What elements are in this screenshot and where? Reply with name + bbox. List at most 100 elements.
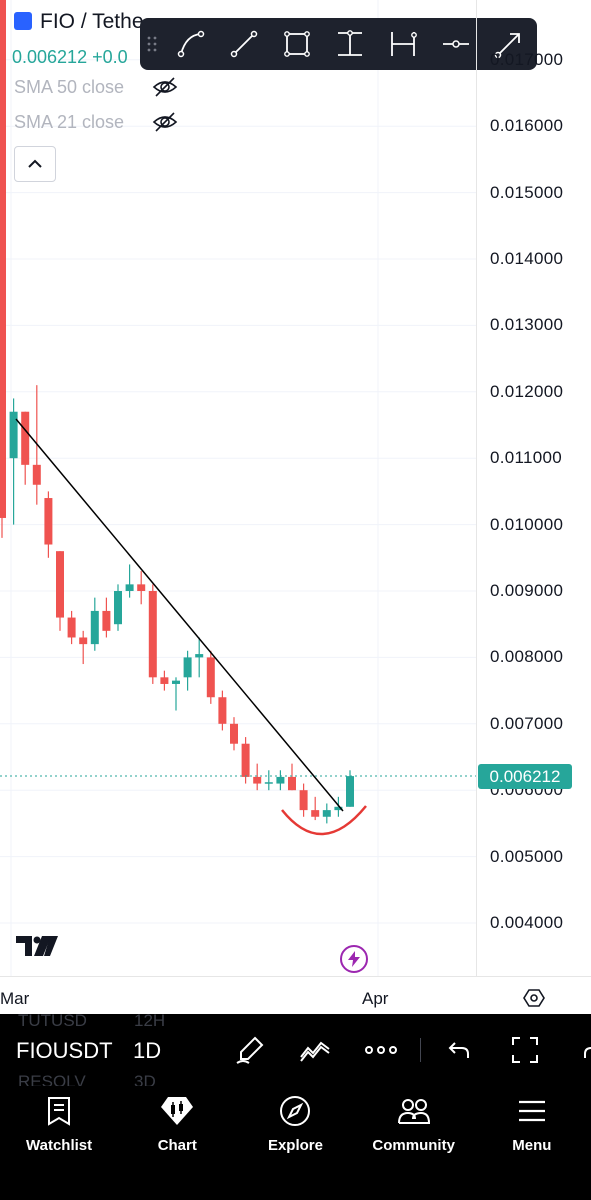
trend-line-drawing[interactable] <box>15 418 344 812</box>
fullscreen-icon <box>512 1037 538 1063</box>
tradingview-logo-icon <box>16 936 58 956</box>
nav-explore[interactable]: Explore <box>236 1086 354 1200</box>
nav-watchlist[interactable]: Watchlist <box>0 1086 118 1200</box>
candle <box>276 770 285 791</box>
drawing-tools-button[interactable] <box>232 1032 268 1068</box>
curve-tool[interactable] <box>164 18 217 70</box>
interval-selector[interactable]: 1D <box>133 1038 162 1063</box>
ghost-interval-bottom: 3D <box>134 1072 156 1086</box>
alerts-bolt-button[interactable] <box>340 945 368 973</box>
arrow-tool[interactable] <box>482 18 535 70</box>
candle-body <box>172 680 180 684</box>
candle-body <box>195 654 204 658</box>
candle-body <box>148 591 157 678</box>
candle <box>253 763 262 791</box>
time-label-mar: Mar <box>0 989 30 1008</box>
candle <box>160 670 169 691</box>
line-tool[interactable] <box>217 18 270 70</box>
eye-hidden-icon[interactable] <box>152 110 178 134</box>
collapse-indicators-button[interactable] <box>14 146 56 182</box>
candle <box>137 571 146 605</box>
candle <box>0 0 6 538</box>
undo-icon <box>448 1042 469 1058</box>
candle-body <box>299 790 308 811</box>
horizontal-ray-tool[interactable] <box>429 18 482 70</box>
candle <box>9 398 18 525</box>
more-options-button[interactable] <box>363 1032 399 1068</box>
price-chart[interactable] <box>0 0 476 976</box>
candle-body <box>114 591 122 625</box>
rectangle-tool[interactable] <box>270 18 323 70</box>
compass-icon <box>280 1096 311 1126</box>
candle-body <box>56 551 64 618</box>
candle <box>114 584 122 631</box>
candle <box>195 637 204 678</box>
candle-body <box>311 810 320 817</box>
candle-body <box>264 782 273 784</box>
time-axis[interactable]: Mar Apr <box>0 976 591 1015</box>
candle-body <box>160 677 169 684</box>
rectangle-icon <box>283 31 310 57</box>
candle-body <box>276 776 285 784</box>
symbol-toolbar[interactable]: TUTUSD 12H RESOLV 3D FIOUSDT 1D <box>0 1014 591 1086</box>
candle-body <box>288 776 296 791</box>
indicator-sma-21[interactable]: SMA 21 close <box>14 112 178 133</box>
undo-button[interactable] <box>441 1032 477 1068</box>
symbol-title[interactable]: FIO / Tethe <box>14 10 144 34</box>
redo-icon <box>584 1047 591 1058</box>
candle-body <box>241 743 250 777</box>
eye-hidden-icon[interactable] <box>152 75 178 99</box>
candle <box>125 564 134 598</box>
candle-body <box>346 776 354 807</box>
price-tick-label: 0.005000 <box>490 846 564 866</box>
drawing-toolbar[interactable] <box>140 18 537 70</box>
symbol-selector[interactable]: FIOUSDT <box>16 1038 113 1063</box>
chart-area[interactable]: FIO / Tethe 0.006212 +0.0 SMA 50 close S… <box>0 0 476 976</box>
candle-body <box>322 810 331 817</box>
price-scale[interactable]: 0.017000 0.016000 0.015000 0.014000 0.013000… <box>476 0 591 976</box>
price-tick-label: 0.007000 <box>490 713 564 733</box>
line-icon <box>230 30 257 58</box>
candle-body <box>334 806 343 811</box>
indicator-sma-50[interactable]: SMA 50 close <box>14 77 178 98</box>
horizontal-measure-tool[interactable] <box>376 18 429 70</box>
price-tick-label: 0.004000 <box>490 913 564 932</box>
community-icon <box>397 1099 430 1124</box>
ghost-symbol-top: TUTUSD <box>18 1014 87 1030</box>
lightning-icon <box>348 951 360 967</box>
drag-handle[interactable] <box>140 18 164 70</box>
indicator-label: SMA 21 close <box>14 112 125 132</box>
nav-label: Chart <box>157 1137 197 1154</box>
curve-drawing[interactable] <box>281 805 367 836</box>
candle-body <box>90 610 99 645</box>
chart-settings-button[interactable] <box>523 987 545 1014</box>
indicators-button[interactable] <box>297 1032 333 1068</box>
nav-chart[interactable]: Chart <box>118 1086 236 1200</box>
pen-icon <box>236 1036 264 1064</box>
redo-button[interactable] <box>575 1032 591 1068</box>
candle <box>218 690 227 731</box>
candle <box>44 491 53 558</box>
candle-body <box>218 697 227 724</box>
nav-menu[interactable]: Menu <box>473 1086 591 1200</box>
bottom-navigation: Watchlist Chart Explore <box>0 1086 591 1200</box>
chart-icon <box>161 1097 194 1125</box>
candle-body <box>125 584 134 591</box>
price-tick-label: 0.010000 <box>490 514 564 534</box>
watchlist-icon <box>48 1097 71 1126</box>
ellipsis-icon <box>365 1046 397 1054</box>
vertical-measure-icon <box>337 30 362 56</box>
nav-community[interactable]: Community <box>355 1086 473 1200</box>
fullscreen-button[interactable] <box>507 1032 543 1068</box>
price-tick-label: 0.008000 <box>490 647 564 667</box>
tradingview-logo <box>16 936 58 963</box>
header-price: 0.006212 +0.0 <box>12 47 128 67</box>
candle-body <box>32 464 41 485</box>
candle <box>148 584 157 684</box>
menu-icon <box>518 1100 545 1122</box>
price-tick-label: 0.016000 <box>490 116 564 136</box>
vertical-measure-tool[interactable] <box>323 18 376 70</box>
candle <box>102 597 111 638</box>
candle-body <box>9 411 18 459</box>
price-tick-label: 0.017000 <box>490 49 564 69</box>
